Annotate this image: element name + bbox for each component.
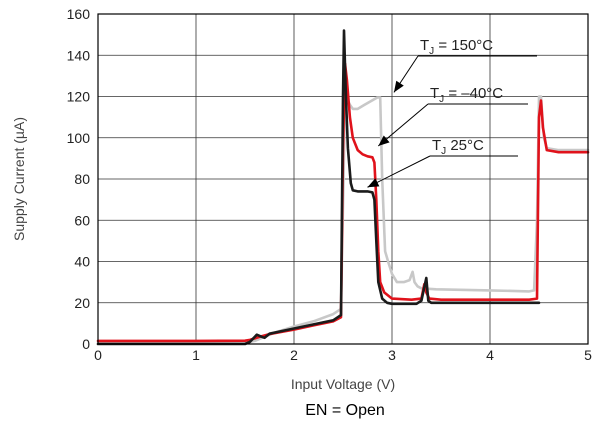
- y-tick-label: 140: [67, 47, 91, 63]
- series-line-0: [96, 95, 590, 345]
- annotation-label: TJ = –40°C: [430, 85, 503, 105]
- x-axis-label: Input Voltage (V): [291, 376, 395, 392]
- x-tick-label: 1: [192, 347, 200, 363]
- y-axis-label: Supply Current (µA): [11, 117, 27, 241]
- annotation-arrowhead: [367, 178, 380, 188]
- y-tick-label: 20: [74, 295, 90, 311]
- y-tick-label: 100: [67, 130, 91, 146]
- annotation-arrowhead: [393, 80, 404, 93]
- y-tick-label: 0: [82, 336, 90, 352]
- annotation-layer: TJ = 150°C TJ = –40°C TJ 25°C: [367, 37, 537, 188]
- y-tick-label: 40: [74, 254, 90, 270]
- annotation-arrowhead: [378, 135, 390, 146]
- series-layer: [96, 29, 590, 346]
- y-tick-label: 80: [74, 171, 90, 187]
- tick-layer: 0 1 2 3 4 5 0 20 40 60 80 100 120 140 160: [67, 6, 592, 363]
- x-tick-label: 3: [388, 347, 396, 363]
- annotation-label: TJ = 150°C: [420, 37, 493, 57]
- x-tick-label: 5: [584, 347, 592, 363]
- y-tick-label: 60: [74, 212, 90, 228]
- y-tick-label: 160: [67, 6, 91, 22]
- annotation-leader: [367, 155, 431, 188]
- annotation-label: TJ 25°C: [432, 137, 484, 157]
- x-tick-label: 4: [486, 347, 494, 363]
- y-tick-label: 120: [67, 89, 91, 105]
- x-tick-label: 2: [290, 347, 298, 363]
- plot-frame: [97, 13, 589, 345]
- series-line-2: [96, 29, 541, 346]
- caption: EN = Open: [305, 402, 385, 419]
- x-tick-label: 0: [94, 347, 102, 363]
